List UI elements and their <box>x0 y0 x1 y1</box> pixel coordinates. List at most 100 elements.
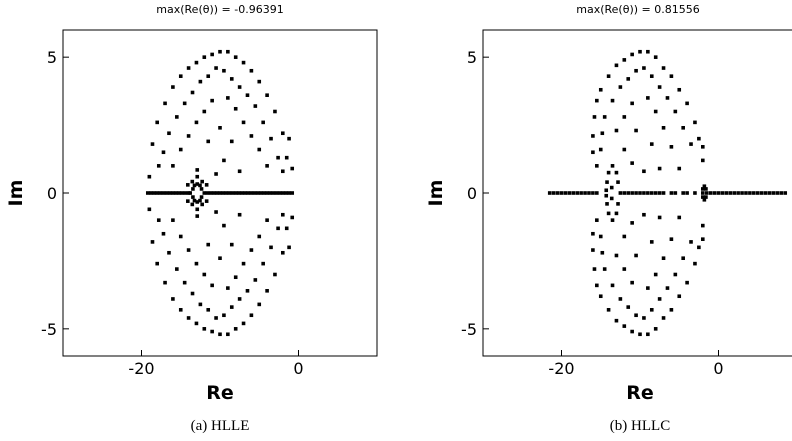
panel-b-data-point <box>653 272 658 277</box>
panel-b-data-point <box>606 74 611 78</box>
panel-a-data-point <box>215 191 219 195</box>
panel-a-points <box>145 49 295 337</box>
panel-b-data-point <box>763 191 768 195</box>
panel-a-data-point <box>265 93 269 97</box>
panel-b-data-point <box>642 169 646 174</box>
panel-a-data-point <box>161 150 166 155</box>
panel-b-xtick-label: 0 <box>713 359 723 378</box>
panel-a-data-point <box>164 191 169 195</box>
panel-a-data-point <box>190 179 195 184</box>
panel-a-data-point <box>190 202 195 207</box>
panel-b-data-point <box>661 126 666 130</box>
panel-b-data-point <box>701 187 705 191</box>
panel-a-data-point <box>226 49 230 54</box>
panel-b-data-point <box>704 187 708 191</box>
panel-a-data-point <box>202 55 207 59</box>
panel-b-data-point <box>614 128 619 133</box>
panel-a-data-point <box>202 109 207 114</box>
panel-b-data-point <box>661 66 666 70</box>
panel-a-data-point <box>186 316 191 320</box>
panel-a-data-point <box>183 191 188 195</box>
panel-b-data-point <box>669 145 674 149</box>
panel-a-data-point <box>174 191 178 195</box>
panel-b-data-point <box>605 180 609 184</box>
panel-a-data-point <box>284 226 289 231</box>
panel-a-xtick-label: 0 <box>293 359 303 378</box>
panel-b-data-point <box>555 191 560 195</box>
panel-a-data-point <box>161 191 166 195</box>
panel-b-data-point <box>592 115 597 119</box>
panel-b-data-point <box>634 68 638 73</box>
panel-b-points <box>547 49 788 337</box>
panel-b-data-point <box>736 191 740 195</box>
panel-b-data-point <box>591 150 595 155</box>
panel-a-data-point <box>161 231 166 236</box>
panel-a-data-point <box>155 120 159 125</box>
panel-b-data-point <box>673 109 678 114</box>
panel-a-data-point <box>145 191 150 195</box>
panel-a-data-point <box>202 327 207 331</box>
panel-a-data-point <box>257 302 262 307</box>
panel-b-data-point <box>583 191 587 195</box>
panel-a-data-point <box>237 297 242 301</box>
panel-a-data-point <box>186 134 191 138</box>
panel-b-data-point <box>775 191 780 195</box>
panel-b-data-point <box>598 87 603 92</box>
panel-a-data-point <box>171 297 175 301</box>
panel-a-data-point <box>268 191 273 195</box>
panel-b-data-point <box>748 191 752 195</box>
panel-a-data-point <box>199 195 204 199</box>
panel-a-data-point <box>243 191 247 195</box>
panel-a-data-point <box>281 212 285 217</box>
panel-b-data-point <box>598 294 603 299</box>
panel-b-data-point <box>685 191 689 195</box>
panel-a-data-point <box>222 223 226 228</box>
panel-a-data-point <box>198 183 202 188</box>
panel-b-data-point <box>567 191 572 195</box>
panel-a-data-point <box>273 272 277 277</box>
panel-a-data-point <box>194 120 199 125</box>
panel-a-data-point <box>208 191 213 195</box>
panel-b-data-point <box>642 66 646 70</box>
panel-a-data-point <box>186 199 190 203</box>
panel-b-data-point <box>579 191 583 195</box>
panel-b-ytick-label: 0 <box>467 184 477 203</box>
panel-a-data-point <box>241 120 246 125</box>
panel-b-data-point <box>681 126 685 130</box>
panel-b-data-point <box>653 327 658 331</box>
panel-a-data-point <box>200 202 204 207</box>
panel-b-data-point <box>657 85 662 89</box>
panel-b-data-point <box>622 234 627 239</box>
panel-a-data-point <box>194 261 199 266</box>
panel-a-data-point <box>269 245 273 250</box>
panel-a-data-point <box>199 187 204 191</box>
panel-b-data-point <box>630 191 634 195</box>
panel-a-ylabel: Im <box>5 180 27 207</box>
panel-b-data-point <box>693 191 697 195</box>
panel-a-data-point <box>227 191 232 195</box>
panel-a: max(Re(θ)) = -0.96391 -20 0 5 0 -5 Re Im (a)… <box>5 3 378 434</box>
panel-b-ytick-label: -5 <box>461 320 477 339</box>
panel-b-data-point <box>646 286 650 290</box>
panel-b-data-point <box>642 191 646 195</box>
panel-a-data-point <box>276 155 280 160</box>
panel-b-data-point <box>661 191 666 195</box>
panel-a-data-point <box>186 66 191 70</box>
panel-a-data-point <box>214 66 218 70</box>
panel-a-data-point <box>178 308 183 312</box>
panel-b-data-point <box>606 308 611 312</box>
panel-b-data-point <box>634 253 638 258</box>
panel-b-data-point <box>630 161 634 165</box>
panel-a-data-point <box>281 169 285 174</box>
panel-a-data-point <box>246 191 251 195</box>
panel-b-data-point <box>657 166 662 171</box>
panel-b-data-point <box>755 191 760 195</box>
panel-a-data-point <box>204 199 209 203</box>
panel-a-data-point <box>210 52 214 57</box>
panel-a-data-point <box>192 183 197 188</box>
panel-a-data-point <box>210 329 214 334</box>
panel-b-data-point <box>689 142 693 146</box>
panel-b-data-point <box>701 158 705 163</box>
panel-a-data-point <box>287 191 291 195</box>
panel-b-data-point <box>646 332 650 337</box>
